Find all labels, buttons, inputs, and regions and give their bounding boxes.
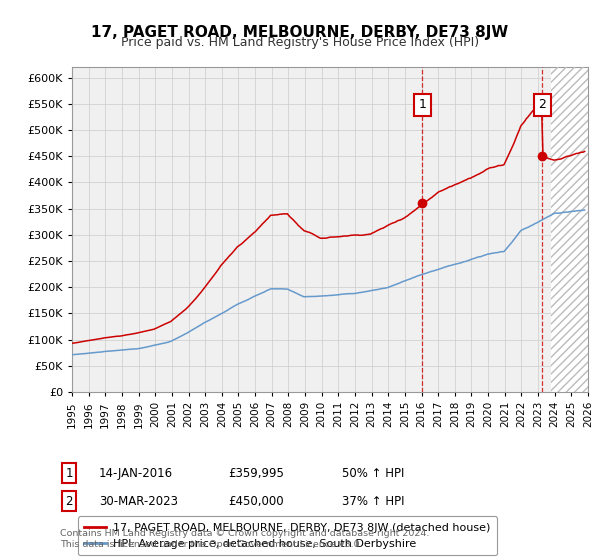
Text: 17, PAGET ROAD, MELBOURNE, DERBY, DE73 8JW: 17, PAGET ROAD, MELBOURNE, DERBY, DE73 8… [91,25,509,40]
Text: £450,000: £450,000 [228,494,284,508]
Text: Contains HM Land Registry data © Crown copyright and database right 2024.
This d: Contains HM Land Registry data © Crown c… [60,529,430,549]
Bar [551,46,588,392]
Text: 2: 2 [65,494,73,508]
Text: 1: 1 [65,466,73,480]
Text: 50% ↑ HPI: 50% ↑ HPI [342,466,404,480]
Text: £359,995: £359,995 [228,466,284,480]
Text: 1: 1 [418,99,426,111]
Legend: 17, PAGET ROAD, MELBOURNE, DERBY, DE73 8JW (detached house), HPI: Average price,: 17, PAGET ROAD, MELBOURNE, DERBY, DE73 8… [77,516,497,556]
Text: 30-MAR-2023: 30-MAR-2023 [99,494,178,508]
Text: 2: 2 [538,99,546,111]
Text: Price paid vs. HM Land Registry's House Price Index (HPI): Price paid vs. HM Land Registry's House … [121,36,479,49]
Text: 37% ↑ HPI: 37% ↑ HPI [342,494,404,508]
Bar [551,46,588,392]
Text: 14-JAN-2016: 14-JAN-2016 [99,466,173,480]
